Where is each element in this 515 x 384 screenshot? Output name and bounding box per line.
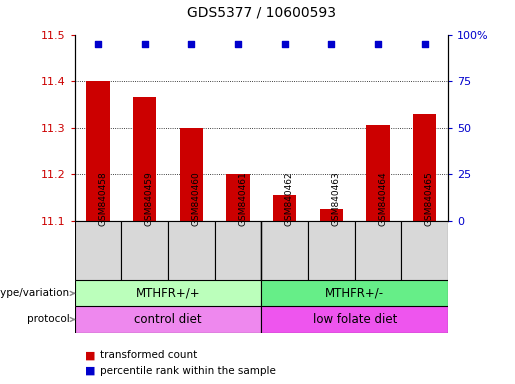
Bar — [122, 221, 168, 280]
Text: protocol: protocol — [27, 314, 70, 324]
Text: GSM840461: GSM840461 — [238, 171, 247, 225]
Bar — [75, 280, 261, 306]
Text: genotype/variation: genotype/variation — [0, 288, 70, 298]
Bar — [320, 209, 343, 221]
Text: percentile rank within the sample: percentile rank within the sample — [100, 366, 277, 376]
Bar — [227, 174, 250, 221]
Point — [421, 41, 429, 47]
Bar — [133, 98, 157, 221]
Point — [281, 41, 289, 47]
Text: GSM840464: GSM840464 — [378, 171, 387, 225]
Text: low folate diet: low folate diet — [313, 313, 397, 326]
Bar — [273, 195, 296, 221]
Point — [187, 41, 196, 47]
Bar — [215, 221, 261, 280]
Text: MTHFR+/-: MTHFR+/- — [325, 287, 384, 300]
Point — [374, 41, 382, 47]
Text: GSM840462: GSM840462 — [285, 171, 294, 225]
Bar — [261, 221, 308, 280]
Bar — [168, 221, 215, 280]
Bar — [413, 114, 436, 221]
Point — [94, 41, 102, 47]
Bar — [261, 306, 448, 333]
Bar — [401, 221, 448, 280]
Bar — [366, 125, 390, 221]
Text: control diet: control diet — [134, 313, 202, 326]
Text: GSM840459: GSM840459 — [145, 171, 153, 225]
Bar — [75, 306, 261, 333]
Bar — [180, 128, 203, 221]
Bar — [355, 221, 401, 280]
Point — [234, 41, 242, 47]
Point — [141, 41, 149, 47]
Bar — [261, 280, 448, 306]
Bar — [75, 221, 122, 280]
Text: transformed count: transformed count — [100, 350, 198, 360]
Text: GSM840458: GSM840458 — [98, 171, 107, 225]
Text: GSM840465: GSM840465 — [425, 171, 434, 225]
Text: MTHFR+/+: MTHFR+/+ — [136, 287, 200, 300]
Text: ■: ■ — [85, 350, 95, 360]
Text: GDS5377 / 10600593: GDS5377 / 10600593 — [187, 5, 336, 19]
Text: GSM840463: GSM840463 — [331, 171, 340, 225]
Bar — [308, 221, 355, 280]
Text: GSM840460: GSM840460 — [192, 171, 200, 225]
Text: ■: ■ — [85, 366, 95, 376]
Bar — [87, 81, 110, 221]
Point — [327, 41, 335, 47]
